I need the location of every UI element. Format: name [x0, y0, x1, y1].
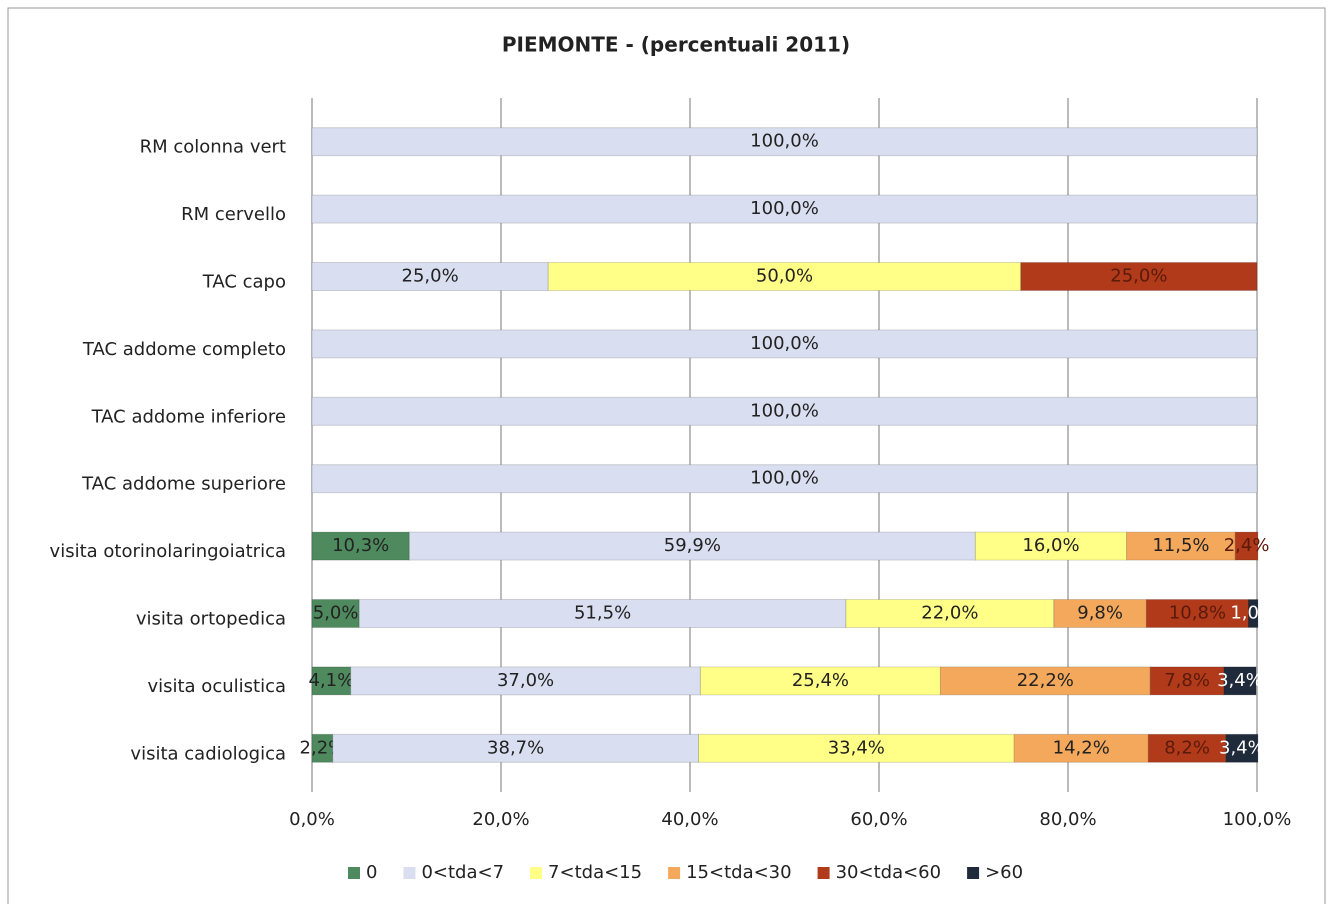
- legend-swatch: [403, 867, 416, 879]
- bar-segment: [1126, 531, 1236, 561]
- bar-segment: [350, 666, 701, 696]
- legend-swatch: [530, 867, 543, 879]
- data-label: 10,3%: [332, 535, 389, 556]
- x-tick-label: 0,0%: [289, 809, 335, 830]
- x-tick-label: 80,0%: [1039, 809, 1096, 830]
- data-label: 100,0%: [750, 333, 819, 354]
- data-label: 100,0%: [750, 468, 819, 489]
- bar-segment: [1020, 262, 1258, 291]
- legend-swatch: [668, 867, 681, 879]
- bar-segment: [698, 733, 1015, 763]
- bar-segment: [311, 329, 1258, 359]
- y-tick-label: visita oculistica: [147, 676, 286, 697]
- y-tick-label: TAC capo: [202, 272, 286, 293]
- y-tick-label: RM colonna vert: [140, 137, 286, 158]
- bar-segment: [845, 599, 1055, 628]
- bar-segment: [408, 531, 976, 561]
- y-tick-label: visita ortopedica: [136, 609, 286, 630]
- data-label: 9,8%: [1077, 603, 1123, 624]
- data-label: 2,4%: [1224, 535, 1270, 556]
- data-label: 100,0%: [750, 400, 819, 421]
- y-tick-label: visita otorinolaringoiatrica: [50, 541, 286, 562]
- y-tick-label: RM cervello: [181, 204, 286, 225]
- data-label: 51,5%: [574, 603, 631, 624]
- data-label: 22,2%: [1017, 670, 1074, 691]
- data-label: 11,5%: [1152, 535, 1209, 556]
- bar-segment: [358, 599, 847, 628]
- bar-segment: [1013, 733, 1149, 763]
- y-tick-label: TAC addome superiore: [81, 474, 286, 495]
- bar-segment: [311, 127, 1258, 157]
- data-label: 3,4%: [1219, 737, 1265, 758]
- chart-title: PIEMONTE - (percentuali 2011): [502, 33, 850, 57]
- data-label: 8,2%: [1164, 737, 1210, 758]
- data-label: 37,0%: [497, 670, 554, 691]
- bar-segment: [1147, 733, 1227, 763]
- legend-label: >60: [985, 862, 1023, 883]
- x-tick-label: 20,0%: [472, 809, 529, 830]
- data-label: 4,1%: [309, 670, 355, 691]
- legend-label: 0: [366, 862, 377, 883]
- legend-label: 0<tda<7: [421, 862, 504, 883]
- bar-segment: [1234, 531, 1259, 561]
- y-tick-label: TAC addome inferiore: [91, 406, 286, 427]
- bar-segment: [974, 531, 1128, 561]
- data-label: 10,8%: [1169, 603, 1226, 624]
- data-label: 59,9%: [664, 535, 721, 556]
- y-tick-label: TAC addome completo: [82, 339, 286, 360]
- data-label: 100,0%: [750, 198, 819, 219]
- bar-segment: [311, 599, 360, 628]
- data-label: 7,8%: [1164, 670, 1210, 691]
- bar-segment: [939, 666, 1151, 696]
- data-label: 25,0%: [402, 266, 459, 287]
- bar-segment: [311, 531, 410, 561]
- data-label: 38,7%: [487, 737, 544, 758]
- data-label: 5,0%: [313, 603, 359, 624]
- data-label: 25,4%: [792, 670, 849, 691]
- bar-segment: [311, 396, 1258, 426]
- bar-segment: [1053, 599, 1147, 628]
- data-label: 33,4%: [828, 737, 885, 758]
- x-tick-label: 60,0%: [850, 809, 907, 830]
- legend-label: 15<tda<30: [686, 862, 792, 883]
- data-label: 1,0%: [1230, 603, 1276, 624]
- bar-segment: [311, 464, 1258, 494]
- data-label: 14,2%: [1053, 737, 1110, 758]
- bar-segment: [1145, 599, 1249, 628]
- x-tick-label: 40,0%: [661, 809, 718, 830]
- data-label: 22,0%: [921, 603, 978, 624]
- x-tick-label: 100,0%: [1223, 809, 1292, 830]
- bar-segment: [1149, 666, 1225, 696]
- data-label: 50,0%: [756, 266, 813, 287]
- legend-swatch: [348, 867, 360, 879]
- y-tick-label: visita cadiologica: [130, 743, 286, 764]
- legend-label: 7<tda<15: [548, 862, 642, 883]
- data-label: 100,0%: [750, 131, 819, 152]
- bar-segment: [1223, 666, 1257, 696]
- bar-segment: [547, 262, 1022, 291]
- bar-segment: [1225, 733, 1259, 763]
- legend-label: 30<tda<60: [836, 862, 942, 883]
- data-label: 3,4%: [1217, 670, 1263, 691]
- bar-segment: [1247, 599, 1259, 628]
- bar-segment: [311, 666, 352, 696]
- bar-segment: [699, 666, 941, 696]
- legend-swatch: [817, 867, 830, 879]
- data-label: 25,0%: [1110, 266, 1167, 287]
- legend-swatch: [967, 867, 980, 879]
- bar-segment: [311, 194, 1258, 224]
- data-label: 16,0%: [1022, 535, 1079, 556]
